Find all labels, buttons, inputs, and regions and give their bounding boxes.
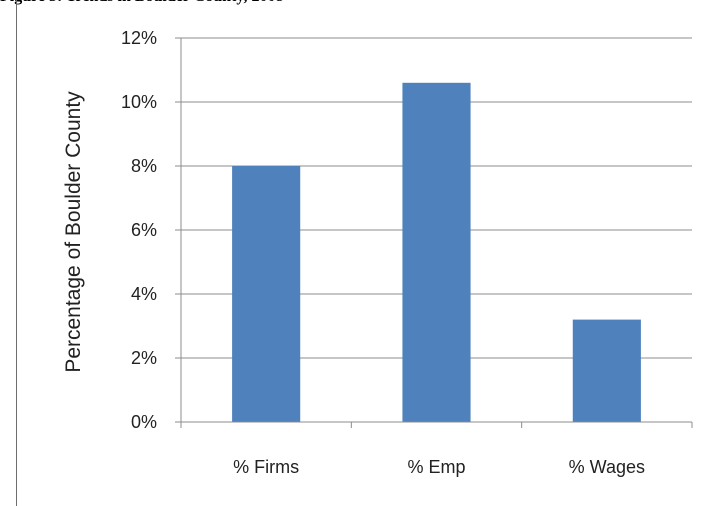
y-tick-labels: 0% 2% 4% 6% 8% 10% 12%	[121, 28, 157, 432]
bar	[232, 166, 301, 422]
left-border-divider	[16, 0, 17, 506]
y-tick-label: 6%	[131, 220, 157, 240]
x-tick-labels: % Firms % Emp % Wages	[233, 457, 645, 477]
bar	[572, 319, 641, 422]
bars	[232, 82, 641, 423]
y-tick-label: 10%	[121, 92, 157, 112]
x-tick-label: % Wages	[569, 457, 645, 477]
y-tick-label: 4%	[131, 284, 157, 304]
y-axis-label: Percentage of Boulder County	[62, 91, 85, 373]
y-tick-label: 2%	[131, 348, 157, 368]
axes	[175, 37, 693, 428]
page-title: Figure 5: Trends in Boulder County, 2008	[0, 0, 708, 8]
x-tick-label: % Emp	[407, 457, 465, 477]
y-tick-label: 8%	[131, 156, 157, 176]
y-tick-label: 0%	[131, 412, 157, 432]
x-tick-label: % Firms	[233, 457, 299, 477]
bar	[402, 82, 471, 423]
y-tick-label: 12%	[121, 28, 157, 48]
